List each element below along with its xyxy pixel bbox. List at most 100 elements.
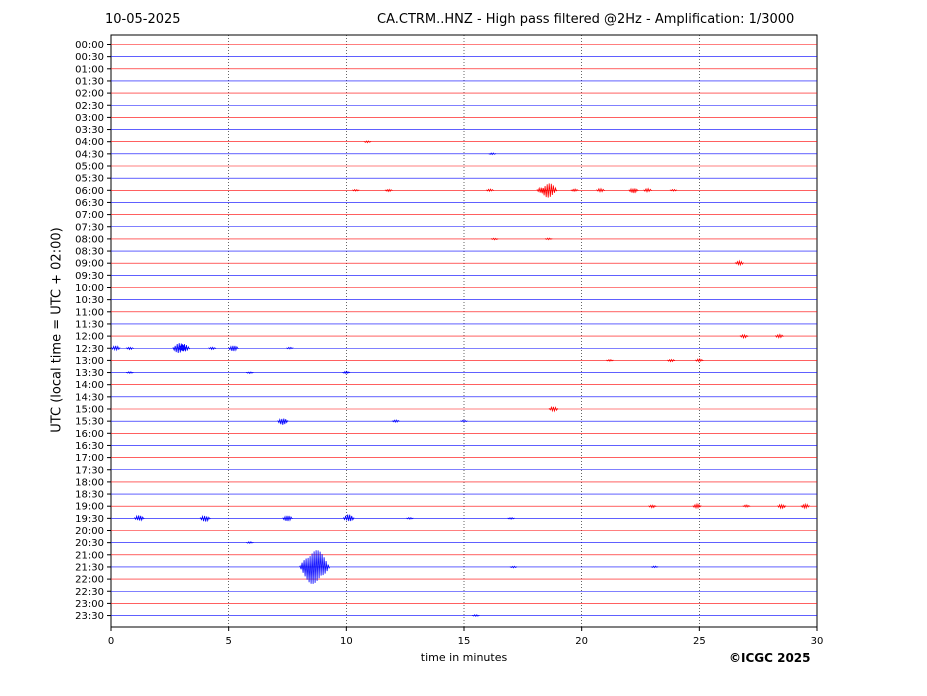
y-tick-label: 15:00 [75, 405, 104, 416]
seismic-event [643, 187, 652, 194]
y-tick-label: 17:30 [75, 465, 104, 476]
y-tick-label: 07:00 [75, 210, 104, 221]
y-tick-label: 00:00 [75, 40, 104, 51]
copyright-label: ©ICGC 2025 [729, 651, 811, 665]
y-tick-label: 02:30 [75, 101, 104, 112]
seismic-event [363, 140, 372, 144]
x-tick-label: 20 [575, 636, 588, 647]
y-tick-label: 23:30 [75, 611, 104, 622]
y-tick-label: 20:00 [75, 526, 104, 537]
seismic-event [342, 514, 355, 522]
seismic-event [628, 187, 639, 194]
seismic-event [299, 550, 330, 584]
y-tick-label: 19:00 [75, 502, 104, 513]
y-tick-label: 21:30 [75, 562, 104, 573]
x-tick-label: 25 [693, 636, 706, 647]
y-tick-label: 09:00 [75, 259, 104, 270]
seismic-event [490, 237, 499, 241]
y-tick-label: 18:00 [75, 477, 104, 488]
seismic-event [199, 514, 211, 523]
seismic-event [485, 188, 494, 193]
y-tick-label: 04:00 [75, 137, 104, 148]
y-tick-label: 20:30 [75, 538, 104, 549]
seismic-event [596, 187, 605, 193]
seismic-event [277, 418, 289, 425]
seismic-event [282, 515, 293, 522]
y-tick-label: 08:30 [75, 247, 104, 258]
seismic-event [384, 188, 393, 193]
y-tick-label: 19:30 [75, 514, 104, 525]
y-tick-label: 13:30 [75, 368, 104, 379]
x-tick-label: 10 [340, 636, 353, 647]
y-tick-label: 17:00 [75, 453, 104, 464]
seismic-event [406, 516, 414, 520]
seismic-event [540, 183, 558, 198]
y-tick-label: 09:30 [75, 271, 104, 282]
seismic-event [800, 502, 810, 510]
x-tick-label: 30 [811, 636, 824, 647]
y-tick-label: 23:00 [75, 599, 104, 610]
seismic-event [286, 346, 294, 350]
y-tick-label: 15:30 [75, 417, 104, 428]
y-tick-label: 12:00 [75, 332, 104, 343]
y-tick-label: 00:30 [75, 52, 104, 63]
seismic-event [509, 565, 518, 569]
y-tick-label: 22:30 [75, 587, 104, 598]
seismic-event [507, 517, 515, 520]
y-tick-label: 03:00 [75, 113, 104, 124]
y-tick-label: 03:30 [75, 125, 104, 136]
seismic-event [228, 345, 239, 352]
seismic-event [548, 405, 559, 413]
y-tick-label: 07:30 [75, 222, 104, 233]
y-tick-label: 06:00 [75, 186, 104, 197]
seismic-event [126, 371, 134, 374]
seismic-event [177, 344, 191, 352]
y-tick-label: 01:30 [75, 76, 104, 87]
seismic-event [246, 371, 254, 375]
y-axis-label: UTC (local time = UTC + 02:00) [49, 227, 65, 433]
plot-frame [110, 34, 818, 628]
x-tick-label: 15 [458, 636, 471, 647]
y-tick-label: 02:00 [75, 89, 104, 100]
seismic-event [774, 333, 784, 339]
seismic-event [648, 504, 657, 509]
y-tick-label: 21:00 [75, 550, 104, 561]
seismic-event [650, 565, 659, 569]
y-tick-label: 16:30 [75, 441, 104, 452]
seismic-event [669, 188, 678, 192]
seismic-event [667, 358, 676, 363]
seismic-event [133, 514, 145, 522]
seismic-event [544, 237, 553, 241]
y-tick-label: 11:30 [75, 319, 104, 330]
seismic-event [246, 541, 254, 544]
seismic-event [488, 152, 496, 156]
seismic-event [391, 419, 400, 424]
seismic-event [734, 259, 744, 267]
y-tick-label: 13:00 [75, 356, 104, 367]
seismic-event [570, 188, 579, 193]
y-tick-label: 10:00 [75, 283, 104, 294]
date-label: 10-05-2025 [105, 12, 181, 27]
seismic-event [460, 419, 468, 423]
y-tick-label: 22:00 [75, 575, 104, 586]
x-axis-label: time in minutes [420, 651, 508, 664]
y-tick-label: 12:30 [75, 344, 104, 355]
seismic-event [692, 502, 702, 510]
y-tick-label: 05:00 [75, 162, 104, 173]
y-tick-label: 18:30 [75, 490, 104, 501]
seismic-event [472, 614, 480, 617]
x-tick-label: 5 [225, 636, 231, 647]
seismic-event [742, 504, 751, 508]
seismic-event [208, 346, 217, 351]
seismic-event [695, 357, 704, 363]
y-tick-label: 06:30 [75, 198, 104, 209]
y-tick-label: 04:30 [75, 149, 104, 160]
y-tick-label: 16:00 [75, 429, 104, 440]
x-tick-label: 0 [108, 636, 114, 647]
y-tick-label: 11:00 [75, 307, 104, 318]
y-tick-label: 14:00 [75, 380, 104, 391]
y-tick-label: 14:30 [75, 392, 104, 403]
seismic-event [739, 333, 749, 340]
y-tick-label: 05:30 [75, 174, 104, 185]
y-tick-label: 08:00 [75, 234, 104, 245]
